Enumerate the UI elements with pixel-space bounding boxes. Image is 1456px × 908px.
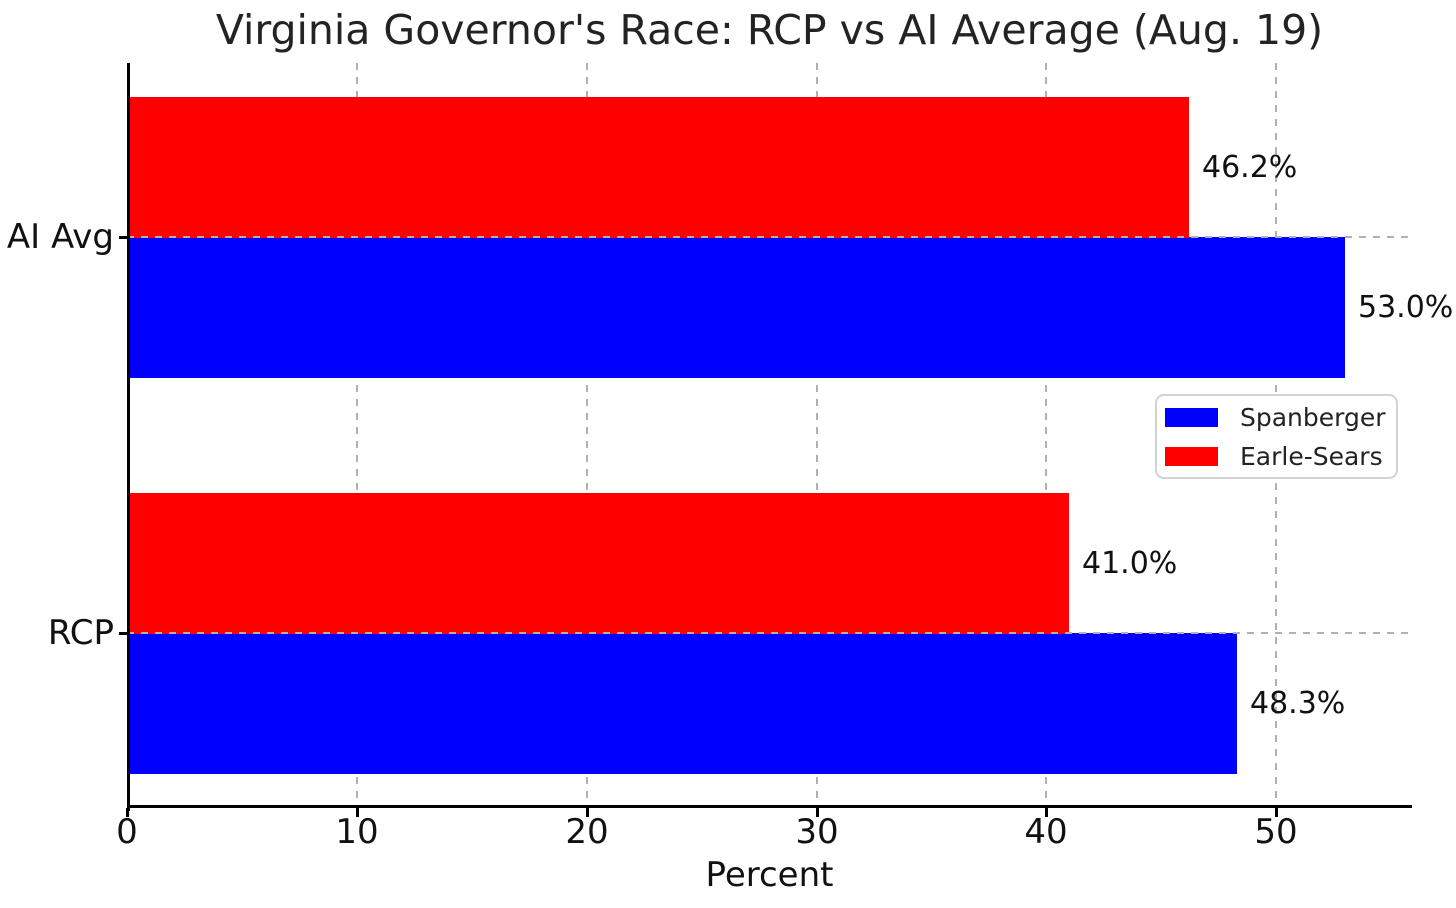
x-tick-label-0: 0: [116, 812, 138, 852]
bar-earle-sears-rcp: [127, 493, 1069, 634]
bar-value-label-spanberger-ai-avg: 53.0%: [1358, 289, 1454, 325]
chart-title: Virginia Governor's Race: RCP vs AI Aver…: [215, 6, 1324, 54]
bar-spanberger-rcp: [127, 633, 1237, 774]
bar-value-label-earle-sears-rcp: 41.0%: [1082, 545, 1178, 581]
x-tick-mark-30: [816, 808, 819, 817]
x-tick-mark-40: [1045, 808, 1048, 817]
y-tick-mark-RCP: [119, 632, 127, 635]
legend-item-spanberger: Spanberger: [1165, 400, 1386, 434]
gridline-x-20: [586, 63, 588, 808]
x-tick-mark-50: [1275, 808, 1278, 817]
x-tick-label-10: 10: [335, 812, 379, 852]
x-tick-label-30: 30: [795, 812, 839, 852]
x-tick-mark-0: [126, 808, 129, 817]
y-tick-label-rcp: RCP: [47, 613, 114, 653]
bar-spanberger-ai-avg: [127, 237, 1345, 378]
x-axis-label: Percent: [705, 855, 834, 895]
bar-value-label-earle-sears-ai-avg: 46.2%: [1202, 149, 1298, 185]
bar-value-label-spanberger-rcp: 48.3%: [1250, 685, 1346, 721]
x-tick-mark-10: [356, 808, 359, 817]
bar-earle-sears-ai-avg: [127, 97, 1189, 238]
legend-swatch-earle-sears: [1165, 446, 1218, 466]
plot-area: 53.0% 46.2% 48.3% 41.0%: [119, 63, 1453, 817]
gridline-x-10: [356, 63, 358, 808]
x-tick-label-40: 40: [1024, 812, 1068, 852]
y-axis-spine: [127, 63, 130, 811]
legend-label-spanberger: Spanberger: [1240, 402, 1386, 432]
gridline-y-AI Avg: [127, 236, 1412, 238]
x-tick-label-20: 20: [565, 812, 609, 852]
x-tick-mark-20: [586, 808, 589, 817]
y-tick-label-ai-avg: AI Avg: [6, 217, 114, 257]
gridline-y-RCP: [127, 632, 1412, 634]
gridline-x-30: [816, 63, 818, 808]
gridline-x-40: [1045, 63, 1047, 808]
x-axis-spine: [127, 805, 1412, 808]
legend-label-earle-sears: Earle-Sears: [1240, 441, 1383, 471]
legend-swatch-spanberger: [1165, 407, 1218, 427]
legend: Spanberger Earle-Sears: [1155, 394, 1398, 479]
y-tick-mark-AI Avg: [119, 236, 127, 239]
x-tick-label-50: 50: [1254, 812, 1298, 852]
legend-item-earle-sears: Earle-Sears: [1165, 439, 1386, 473]
